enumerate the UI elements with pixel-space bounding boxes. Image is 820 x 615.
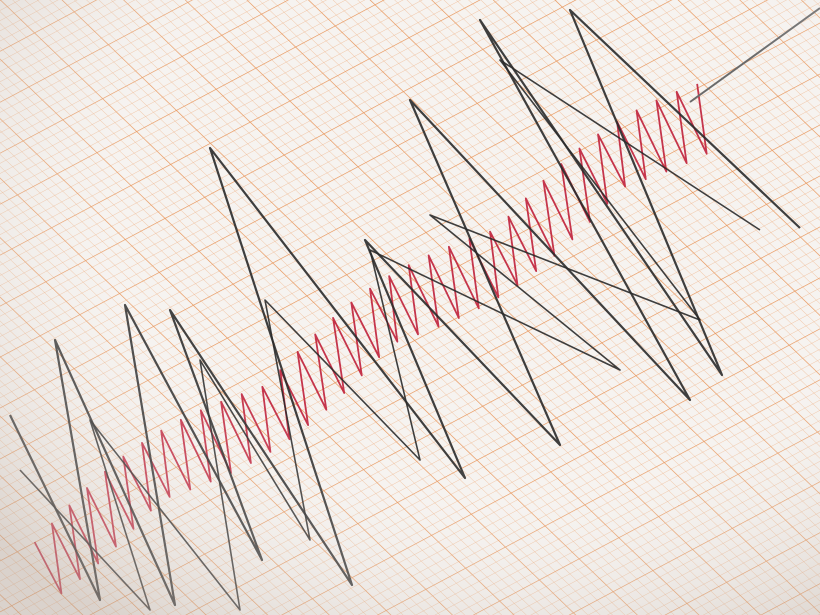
seismogram-svg [0, 0, 820, 615]
vignette [0, 0, 820, 615]
seismograph-photo [0, 0, 820, 615]
